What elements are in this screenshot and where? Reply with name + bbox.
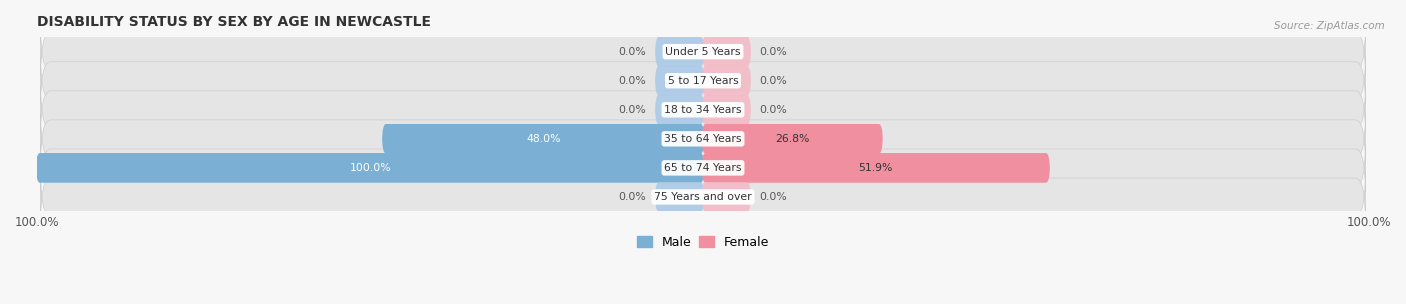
FancyBboxPatch shape <box>41 172 1365 222</box>
Text: Source: ZipAtlas.com: Source: ZipAtlas.com <box>1274 21 1385 31</box>
FancyBboxPatch shape <box>702 124 883 154</box>
FancyBboxPatch shape <box>41 85 1365 134</box>
FancyBboxPatch shape <box>655 95 704 125</box>
Text: 0.0%: 0.0% <box>619 192 647 202</box>
FancyBboxPatch shape <box>702 95 751 125</box>
Text: 0.0%: 0.0% <box>759 105 787 115</box>
Legend: Male, Female: Male, Female <box>631 231 775 254</box>
FancyBboxPatch shape <box>702 37 751 67</box>
FancyBboxPatch shape <box>702 153 1050 183</box>
FancyBboxPatch shape <box>655 37 704 67</box>
FancyBboxPatch shape <box>41 143 1365 192</box>
Text: 0.0%: 0.0% <box>759 76 787 86</box>
FancyBboxPatch shape <box>702 66 751 95</box>
Text: 0.0%: 0.0% <box>759 47 787 57</box>
Text: 0.0%: 0.0% <box>619 76 647 86</box>
FancyBboxPatch shape <box>41 56 1365 105</box>
Text: 75 Years and over: 75 Years and over <box>654 192 752 202</box>
Text: Under 5 Years: Under 5 Years <box>665 47 741 57</box>
FancyBboxPatch shape <box>655 182 704 212</box>
Text: 26.8%: 26.8% <box>775 134 810 144</box>
Text: 0.0%: 0.0% <box>619 105 647 115</box>
Text: 65 to 74 Years: 65 to 74 Years <box>664 163 742 173</box>
FancyBboxPatch shape <box>702 182 751 212</box>
Text: 18 to 34 Years: 18 to 34 Years <box>664 105 742 115</box>
FancyBboxPatch shape <box>37 153 704 183</box>
Text: 48.0%: 48.0% <box>526 134 561 144</box>
FancyBboxPatch shape <box>382 124 704 154</box>
Text: 0.0%: 0.0% <box>619 47 647 57</box>
Text: 51.9%: 51.9% <box>859 163 893 173</box>
Text: 0.0%: 0.0% <box>759 192 787 202</box>
FancyBboxPatch shape <box>41 114 1365 164</box>
Text: DISABILITY STATUS BY SEX BY AGE IN NEWCASTLE: DISABILITY STATUS BY SEX BY AGE IN NEWCA… <box>37 15 432 29</box>
Text: 5 to 17 Years: 5 to 17 Years <box>668 76 738 86</box>
Text: 35 to 64 Years: 35 to 64 Years <box>664 134 742 144</box>
Text: 100.0%: 100.0% <box>349 163 391 173</box>
FancyBboxPatch shape <box>655 66 704 95</box>
FancyBboxPatch shape <box>41 27 1365 76</box>
